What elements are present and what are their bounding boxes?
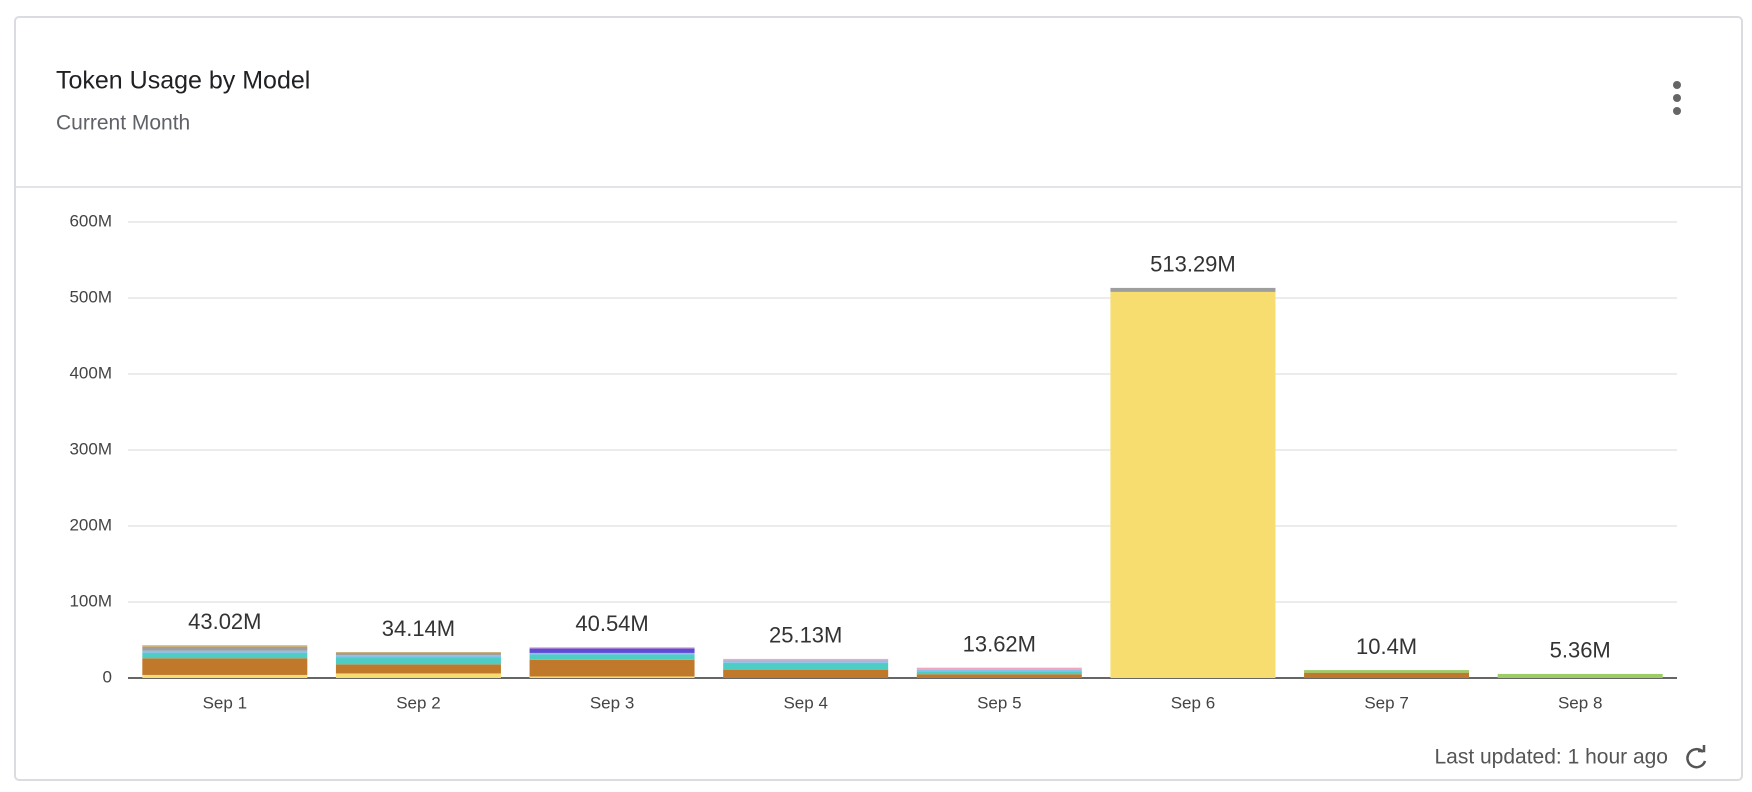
- bar-segment: [335, 652, 501, 653]
- bar-segment: [142, 658, 308, 675]
- chart-title: Token Usage by Model: [56, 67, 310, 95]
- bar-segment: [335, 652, 501, 656]
- bar-segment: [335, 655, 501, 658]
- bar-segment: [335, 673, 501, 678]
- bar-segment: [723, 660, 889, 663]
- bar-segment: [335, 657, 501, 665]
- bar-segment: [916, 667, 1082, 670]
- x-tick-label: Sep 6: [1171, 693, 1215, 712]
- chart-subtitle: Current Month: [56, 112, 190, 135]
- bar-segment: [142, 650, 308, 653]
- bar-segment: [916, 671, 1082, 675]
- bar-segment: [529, 654, 695, 660]
- bar-segment: [723, 658, 889, 661]
- bar-segment: [529, 648, 695, 653]
- x-tick-label: Sep 2: [396, 693, 440, 712]
- total-label: 43.02M: [188, 609, 261, 634]
- total-label: 25.13M: [769, 623, 842, 648]
- refresh-button[interactable]: [1686, 745, 1707, 769]
- y-tick-label: 100M: [69, 591, 112, 610]
- bar-segment: [723, 662, 889, 670]
- total-label: 40.54M: [575, 611, 648, 636]
- bar-segment: [723, 669, 889, 678]
- x-tick-label: Sep 4: [783, 693, 827, 712]
- bar-segment: [1110, 287, 1276, 292]
- menu-button[interactable]: [1673, 81, 1681, 115]
- last-updated: Last updated: 1 hour ago: [1434, 746, 1668, 769]
- bar-segment: [529, 652, 695, 655]
- bar-segment: [916, 674, 1082, 678]
- y-tick-label: 200M: [69, 515, 112, 534]
- total-label: 13.62M: [963, 631, 1036, 656]
- bar-segment: [1304, 670, 1470, 673]
- bar-segment: [1304, 672, 1470, 678]
- bar-segment: [529, 659, 695, 677]
- bar-segment: [142, 646, 308, 651]
- y-tick-label: 500M: [69, 287, 112, 306]
- y-tick-label: 400M: [69, 363, 112, 382]
- x-tick-label: Sep 5: [977, 693, 1021, 712]
- bar-segment: [142, 674, 308, 678]
- total-label: 10.4M: [1356, 634, 1417, 659]
- x-tick-label: Sep 1: [203, 693, 247, 712]
- bar-segment: [529, 647, 695, 649]
- bar-segment: [142, 645, 308, 647]
- x-tick-label: Sep 7: [1364, 693, 1408, 712]
- y-tick-label: 300M: [69, 439, 112, 458]
- y-tick-label: 0: [103, 667, 112, 686]
- total-label: 513.29M: [1150, 252, 1236, 277]
- total-label: 5.36M: [1550, 638, 1611, 663]
- bar-segment: [1497, 673, 1663, 678]
- bar-segment: [335, 664, 501, 674]
- y-tick-label: 600M: [69, 211, 112, 230]
- bar-segment: [1110, 291, 1276, 678]
- x-tick-label: Sep 8: [1558, 693, 1602, 712]
- total-label: 34.14M: [382, 616, 455, 641]
- bar-segment: [916, 669, 1082, 672]
- card-frame: [14, 16, 1743, 781]
- bar-segment: [529, 676, 695, 678]
- bar-segment: [142, 652, 308, 659]
- x-tick-label: Sep 3: [590, 693, 634, 712]
